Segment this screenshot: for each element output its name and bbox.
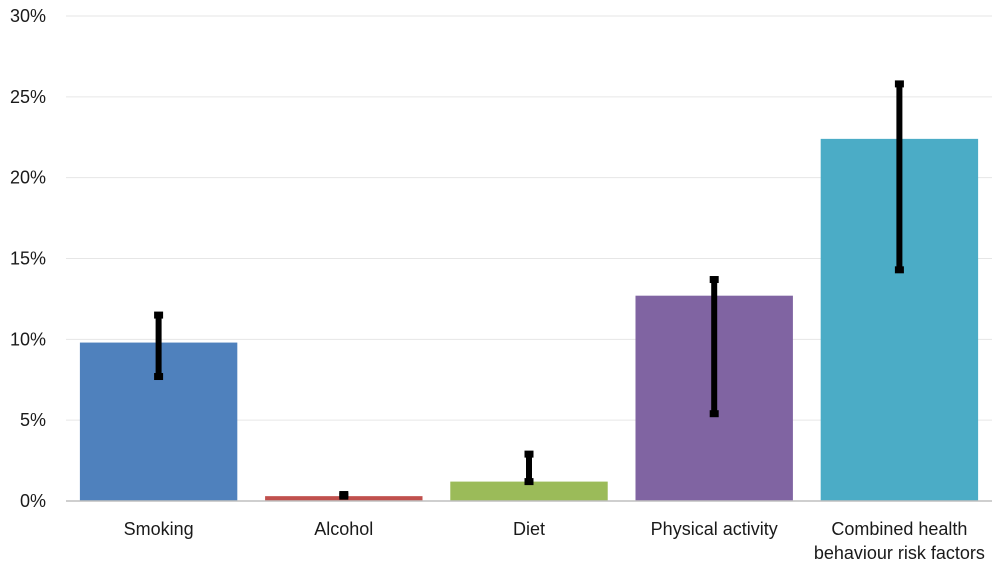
error-bar-cap-bottom bbox=[154, 373, 164, 381]
error-bar-cap-top bbox=[709, 276, 719, 284]
category-label: Smoking bbox=[124, 519, 194, 539]
bar bbox=[450, 481, 608, 501]
y-tick-label: 15% bbox=[10, 249, 46, 269]
y-tick-label: 25% bbox=[10, 87, 46, 107]
error-bar-cap-bottom bbox=[894, 266, 904, 274]
error-bar-cap-top bbox=[894, 80, 904, 88]
category-label: Alcohol bbox=[314, 519, 373, 539]
y-tick-label: 10% bbox=[10, 329, 46, 349]
y-axis-tick-labels: 0% 5% 10% 15% 20% 25% 30% bbox=[10, 6, 46, 511]
error-bars bbox=[154, 80, 904, 500]
y-tick-label: 5% bbox=[20, 410, 46, 430]
y-tick-label: 0% bbox=[20, 491, 46, 511]
error-bar-cap-bottom bbox=[524, 478, 534, 486]
y-tick-label: 20% bbox=[10, 168, 46, 188]
category-label: Combined health bbox=[831, 519, 967, 539]
y-tick-label: 30% bbox=[10, 6, 46, 26]
bars bbox=[79, 138, 979, 501]
category-label: Physical activity bbox=[651, 519, 778, 539]
error-bar-cap-top bbox=[524, 450, 534, 458]
error-bar-cap-bottom bbox=[709, 410, 719, 418]
category-labels: Smoking Alcohol Diet Physical activity Combi… bbox=[124, 519, 985, 563]
category-label: Diet bbox=[513, 519, 545, 539]
error-bar-cap-bottom bbox=[339, 492, 349, 500]
error-bar-cap-top bbox=[154, 311, 164, 319]
category-label: behaviour risk factors bbox=[814, 543, 985, 563]
